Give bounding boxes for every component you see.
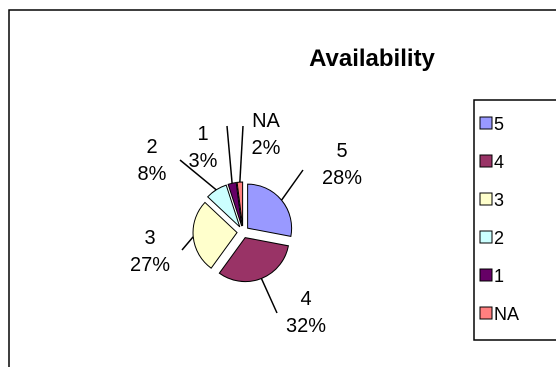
leader-line-2 (179, 159, 217, 191)
slice-value-label: 27% (130, 254, 170, 276)
pie-slice-5 (247, 183, 293, 238)
legend-label-5: 5 (494, 114, 504, 134)
slice-category-label: NA (252, 110, 280, 132)
legend: 5 4 3 2 1 NA (479, 114, 519, 324)
legend-label-3: 3 (494, 190, 504, 210)
pie-slices (192, 181, 293, 283)
slice-category-label: 2 (146, 136, 157, 158)
pie-slice-na (236, 181, 244, 227)
leader-line-4 (260, 278, 278, 314)
chart-border (8, 9, 556, 367)
legend-swatch-5 (479, 116, 493, 130)
slice-category-label: 3 (144, 227, 155, 249)
slice-category-label: 1 (197, 123, 208, 145)
chart-title: Availability (309, 45, 435, 72)
legend-box (473, 99, 556, 341)
pie-slice-4 (218, 237, 290, 283)
slice-value-label: 32% (286, 315, 326, 337)
legend-label-4: 4 (494, 152, 504, 172)
leader-line-1 (226, 125, 233, 184)
leader-lines (179, 125, 304, 314)
slice-value-label: 3% (189, 150, 218, 172)
slice-labels: 528%432%327%28%13%NA2% (130, 110, 362, 337)
legend-swatch-2 (479, 230, 493, 244)
slice-category-label: 4 (300, 288, 311, 310)
leader-line-3 (181, 236, 194, 251)
legend-swatch-1 (479, 268, 493, 282)
legend-swatch-na (479, 306, 493, 320)
legend-label-1: 1 (494, 266, 504, 286)
slice-value-label: 8% (138, 163, 167, 185)
pie-slice-3 (192, 201, 238, 269)
legend-swatch-3 (479, 192, 493, 206)
slice-value-label: 2% (252, 137, 281, 159)
pie-slice-2 (207, 184, 241, 228)
legend-label-na: NA (494, 304, 519, 324)
leader-line-na (239, 125, 244, 183)
legend-swatch-4 (479, 154, 493, 168)
leader-line-5 (280, 169, 304, 201)
legend-label-2: 2 (494, 228, 504, 248)
slice-value-label: 28% (322, 167, 362, 189)
slice-category-label: 5 (336, 140, 347, 162)
